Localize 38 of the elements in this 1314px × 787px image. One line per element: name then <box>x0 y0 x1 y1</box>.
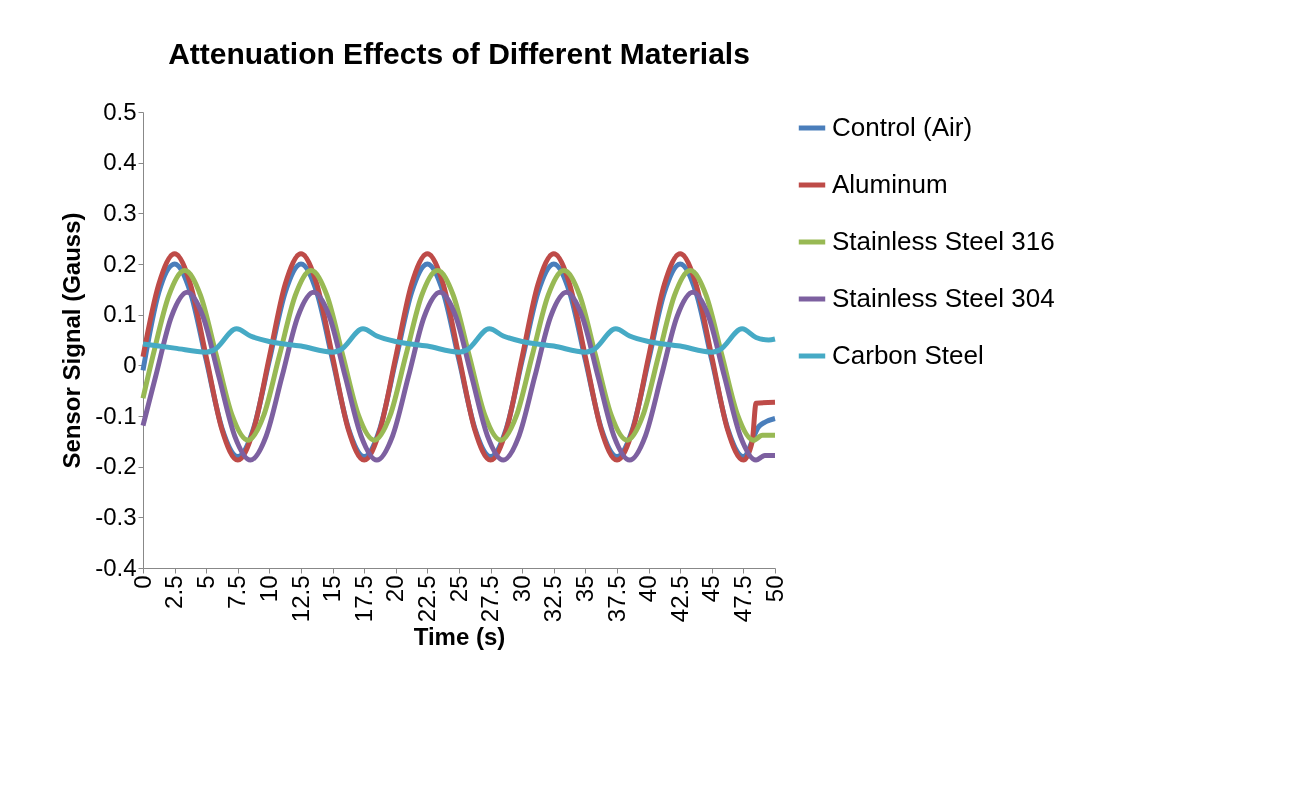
legend-label: Stainless Steel 304 <box>832 283 1055 313</box>
y-tick-label: 0.4 <box>103 148 137 176</box>
x-tick-label: 42.5 <box>665 575 693 623</box>
chart-title: Attenuation Effects of Different Materials <box>168 37 750 70</box>
x-tick-label: 22.5 <box>412 575 440 623</box>
x-tick-label: 15 <box>318 575 346 603</box>
legend-label: Aluminum <box>832 169 948 199</box>
legend-label: Stainless Steel 316 <box>832 226 1055 256</box>
x-tick-label: 7.5 <box>223 575 251 609</box>
x-tick-label: 27.5 <box>476 575 504 623</box>
x-tick-label: 2.5 <box>160 575 188 609</box>
x-tick-label: 5 <box>191 575 219 589</box>
y-tick-label: 0.5 <box>103 97 137 125</box>
x-tick-label: 20 <box>381 575 409 603</box>
y-tick-label: 0.1 <box>103 300 137 328</box>
legend-label: Control (Air) <box>832 112 973 142</box>
y-tick-label: -0.2 <box>95 452 137 480</box>
x-tick-label: 17.5 <box>349 575 377 623</box>
y-tick-label: -0.3 <box>95 502 137 530</box>
x-tick-label: 35 <box>570 575 598 603</box>
y-tick-label: 0 <box>123 350 137 378</box>
x-axis-title: Time (s) <box>413 623 506 651</box>
x-tick-label: 32.5 <box>539 575 567 623</box>
x-tick-label: 47.5 <box>728 575 756 623</box>
x-tick-label: 0 <box>128 575 156 589</box>
y-tick-label: 0.2 <box>103 249 137 277</box>
x-tick-label: 40 <box>634 575 662 603</box>
y-tick-label: 0.3 <box>103 198 137 226</box>
x-tick-label: 37.5 <box>602 575 630 623</box>
y-tick-label: -0.1 <box>95 401 137 429</box>
x-tick-label: 25 <box>444 575 472 603</box>
x-tick-label: 30 <box>507 575 535 603</box>
x-tick-label: 12.5 <box>286 575 314 623</box>
x-tick-label: 45 <box>697 575 725 603</box>
x-tick-label: 10 <box>254 575 282 603</box>
y-axis-title: Sensor Signal (Gauss) <box>58 212 86 469</box>
x-tick-label: 50 <box>760 575 788 603</box>
legend-label: Carbon Steel <box>832 340 984 370</box>
